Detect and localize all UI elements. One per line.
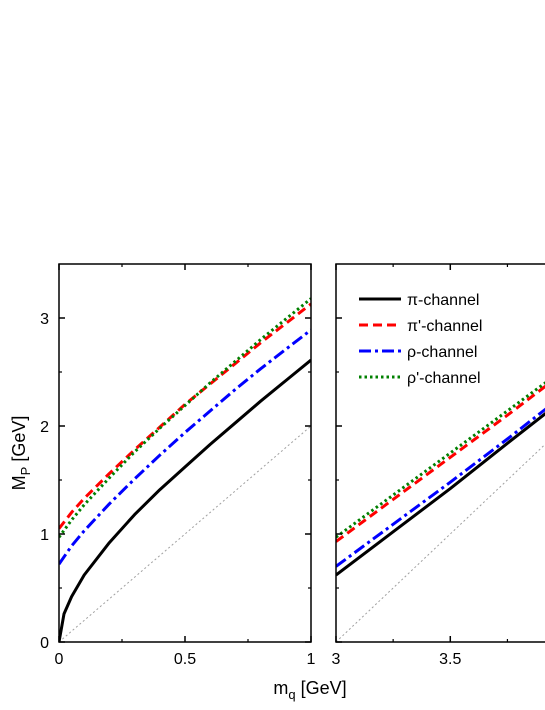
- legend-label-2: ρ-channel: [407, 344, 477, 361]
- left-series-line-1: [59, 302, 311, 530]
- left-series-line-0: [59, 358, 311, 642]
- right-series-line-2: [336, 407, 545, 568]
- left-x-tick-label: 0.5: [174, 651, 196, 668]
- right-axes-frame: [335, 263, 545, 643]
- left-series-line-2: [59, 328, 311, 566]
- right-x-tick-label: 3.5: [439, 651, 461, 668]
- legend-label-1: π'-channel: [407, 318, 482, 335]
- right-series-line-0: [336, 412, 545, 577]
- left-reference-line: [59, 425, 311, 642]
- legend: π-channel π'-channel ρ-channel ρ'-channel: [359, 292, 482, 387]
- left-plot-area: [59, 297, 311, 642]
- y-tick-label: 3: [40, 311, 49, 328]
- left-series-line-3: [59, 297, 311, 539]
- left-x-tick-label: 1: [307, 651, 316, 668]
- left-axes-frame: [58, 263, 312, 643]
- right-plot-area: [336, 381, 545, 642]
- y-tick-label: 1: [40, 527, 49, 544]
- left-panel: 0 0.5 1 0 1 2 3: [40, 263, 316, 668]
- y-axis-title: MP [GeV]: [9, 416, 33, 491]
- left-x-tick-label: 0: [55, 651, 64, 668]
- right-x-tick-label: 3: [332, 651, 341, 668]
- legend-label-0: π-channel: [407, 292, 479, 309]
- legend-label-3: ρ'-channel: [407, 370, 481, 387]
- x-axis-title: mq [GeV]: [273, 678, 346, 702]
- y-tick-label: 0: [40, 635, 49, 652]
- y-tick-label: 2: [40, 419, 49, 436]
- right-series-line-3: [336, 381, 545, 539]
- right-reference-line: [336, 443, 545, 642]
- right-series-line-1: [336, 384, 545, 543]
- right-panel: 3 3.5: [332, 263, 545, 668]
